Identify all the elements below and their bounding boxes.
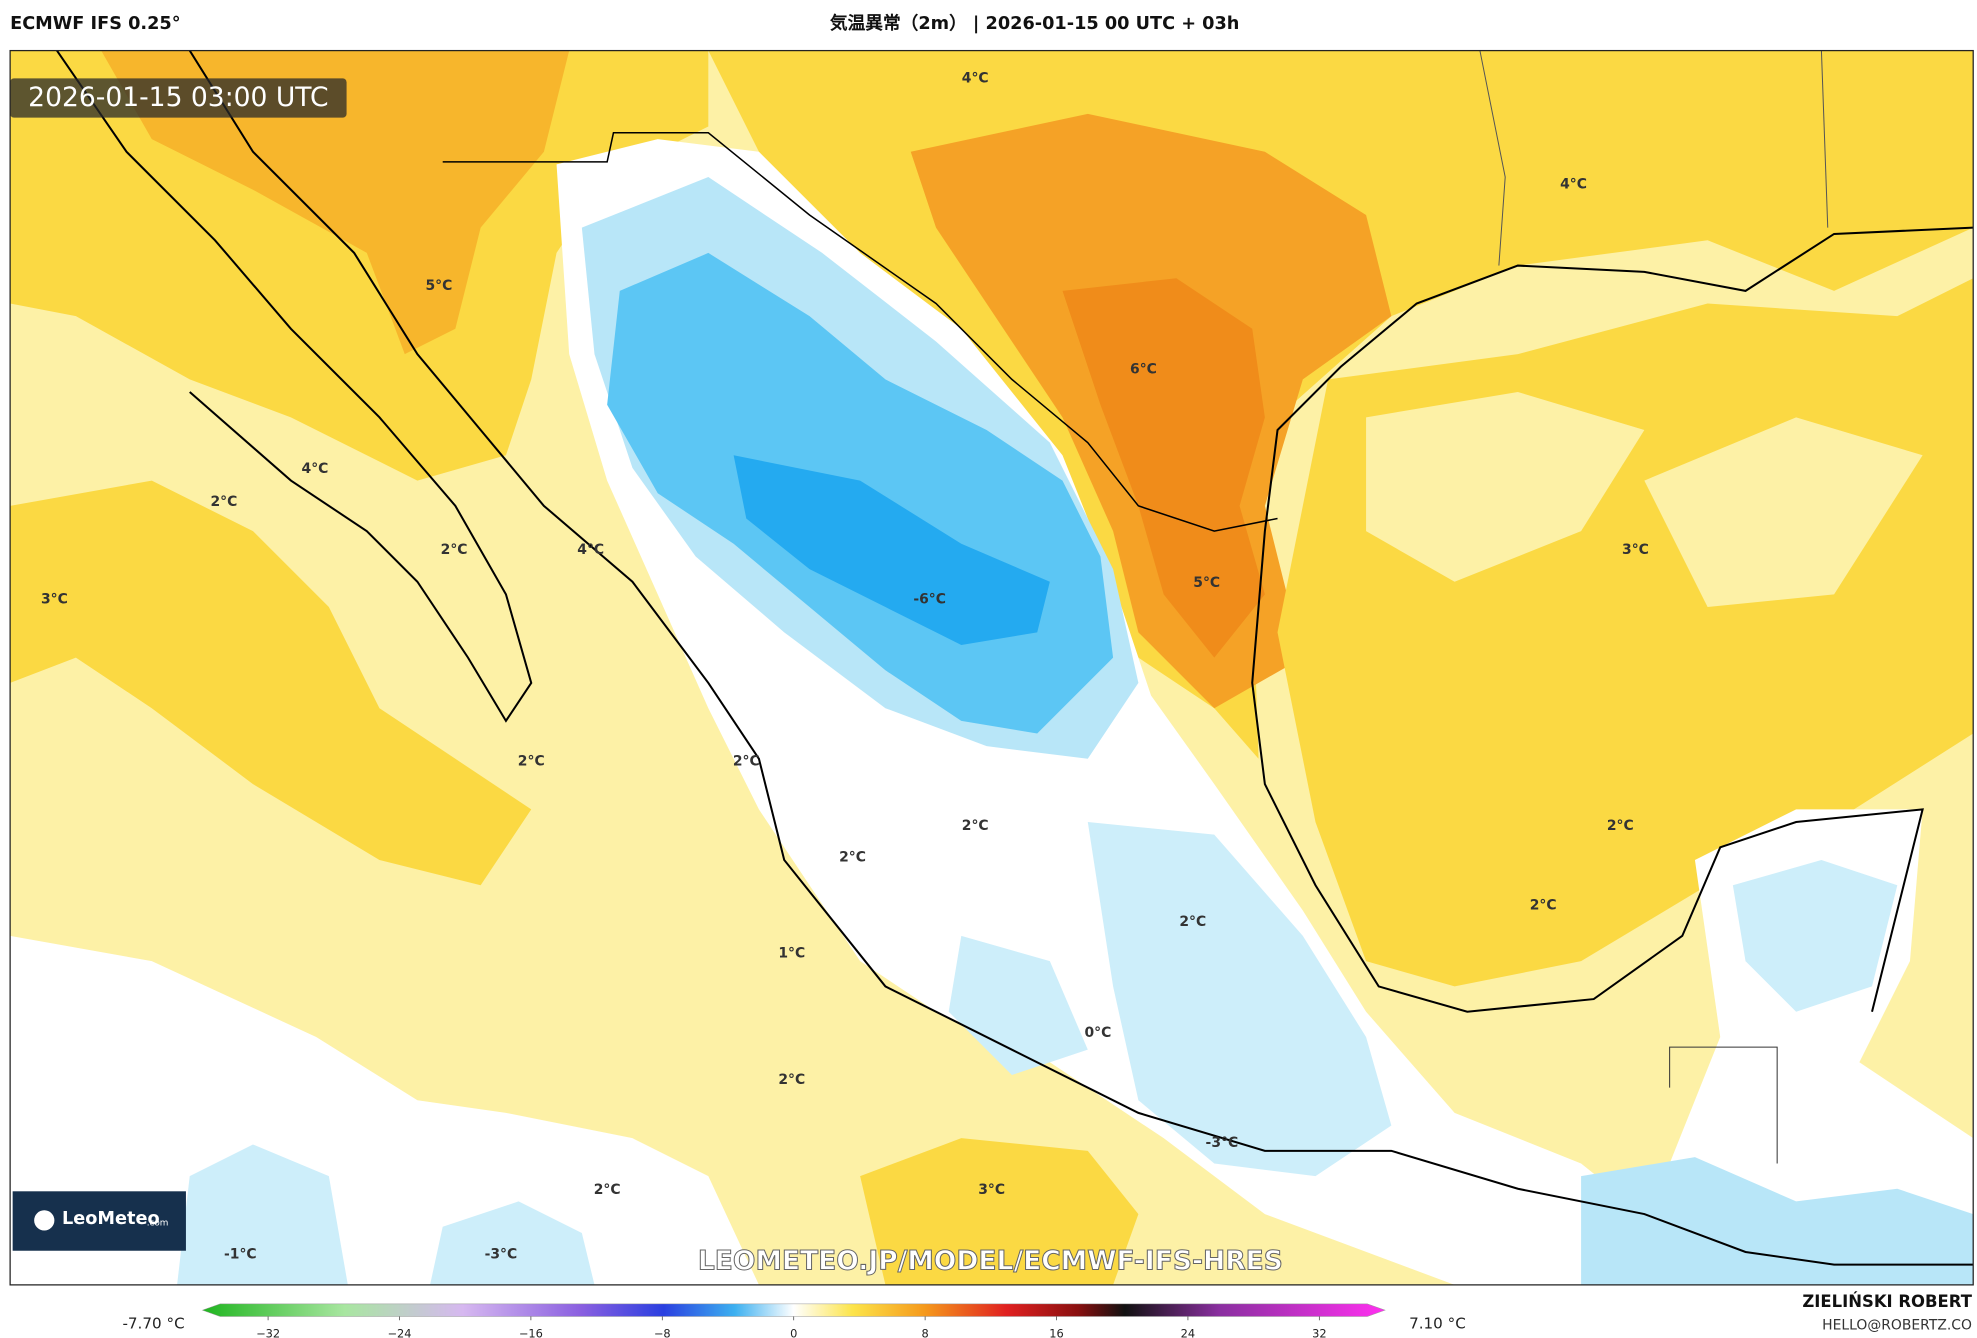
email: HELLO@ROBERTZ.CO	[1822, 1317, 1972, 1333]
contour-label: 2°C	[839, 849, 866, 865]
model-name: ECMWF IFS 0.25°	[10, 14, 180, 34]
time-box	[10, 78, 347, 118]
anomaly-area	[1581, 1157, 1974, 1285]
anomaly-area	[860, 1138, 1139, 1285]
contour-label: 4°C	[577, 542, 604, 558]
anomaly-area	[101, 50, 570, 355]
contour-label: -3°C	[1206, 1135, 1239, 1151]
border	[442, 132, 1278, 532]
coastline	[188, 50, 1974, 1266]
colorbar-min: -7.70 °C	[122, 1315, 184, 1333]
coastline	[56, 50, 533, 723]
anomaly-area	[1644, 417, 1923, 608]
contour-label: 4°C	[302, 461, 329, 477]
colorbar-tick-label: 32	[1312, 1327, 1326, 1338]
border	[1820, 50, 1829, 228]
logo-sun	[34, 1210, 55, 1231]
valid-time: 2026-01-15 03:00 UTC	[28, 82, 328, 113]
anomaly-area	[430, 1201, 595, 1285]
contour-label: 2°C	[1179, 914, 1206, 930]
colorbar-tick-label: 8	[921, 1327, 928, 1338]
colorbar	[201, 1303, 1386, 1317]
contour-label: -1°C	[224, 1247, 257, 1263]
colorbar-tick-label: −8	[654, 1327, 671, 1338]
colorbar-tick-label: −16	[519, 1327, 543, 1338]
coastline	[1251, 226, 1974, 1013]
anomaly-area	[177, 1144, 348, 1285]
map-frame	[9, 49, 1974, 1286]
contour-label: 2°C	[594, 1182, 621, 1198]
anomaly-area	[948, 935, 1088, 1075]
colorbar-tick-label: −24	[387, 1327, 411, 1338]
anomaly-area	[1062, 278, 1265, 658]
colorbar-tick-label: 16	[1049, 1327, 1063, 1338]
contour-label: 4°C	[962, 70, 989, 86]
watermark: LEOMETEO.JP/MODEL/ECMWF-IFS-HRES	[698, 1246, 1283, 1277]
contour-label: 3°C	[978, 1182, 1005, 1198]
contour-label: 2°C	[1530, 897, 1557, 913]
anomaly-area	[1732, 859, 1898, 1012]
colorbar-max: 7.10 °C	[1409, 1315, 1466, 1333]
map-title: 気温異常（2m） | 2026-01-15 00 UTC + 03h	[830, 12, 1240, 34]
border	[1479, 50, 1506, 266]
contour-label: 0°C	[1084, 1025, 1111, 1041]
author: ZIELIŃSKI ROBERT	[1802, 1292, 1972, 1311]
contour-labels: 4°C 4°C 5°C 6°C 4°C 2°C 2°C 4°C 3°C -6°C 5°C 3°C 2°C…	[41, 70, 1649, 1262]
contour-label: 2°C	[778, 1072, 805, 1088]
anomaly-area	[1366, 392, 1645, 582]
contour-label: 5°C	[425, 278, 452, 294]
border	[1669, 1046, 1778, 1164]
contour-label: 2°C	[210, 494, 237, 510]
anomaly-area	[733, 455, 1050, 645]
colorbar-tick-label: 24	[1181, 1327, 1195, 1338]
contour-label: 3°C	[41, 591, 68, 607]
contour-label: 1°C	[778, 946, 805, 962]
contour-label: -6°C	[913, 591, 946, 607]
anomaly-area	[10, 480, 532, 886]
anomaly-area	[1087, 822, 1392, 1177]
map-field	[10, 50, 1974, 1285]
contour-label: 2°C	[518, 753, 545, 769]
colorbar-tick-label: −32	[256, 1327, 280, 1338]
contour-label: 6°C	[1130, 361, 1157, 377]
contour-label: -3°C	[485, 1247, 518, 1263]
logo-suffix: .com	[147, 1218, 169, 1228]
colorbar-tick-label: 0	[790, 1327, 797, 1338]
logo-name: LeoMeteo	[62, 1209, 160, 1229]
contour-label: 2°C	[962, 818, 989, 834]
contour-label: 2°C	[1607, 818, 1634, 834]
contour-label: 3°C	[1622, 542, 1649, 558]
contour-label: 4°C	[1560, 177, 1587, 193]
contour-label: 5°C	[1193, 575, 1220, 591]
contour-label: 2°C	[441, 542, 468, 558]
contour-label: 2°C	[733, 753, 760, 769]
anomaly-area	[1644, 809, 1974, 1285]
